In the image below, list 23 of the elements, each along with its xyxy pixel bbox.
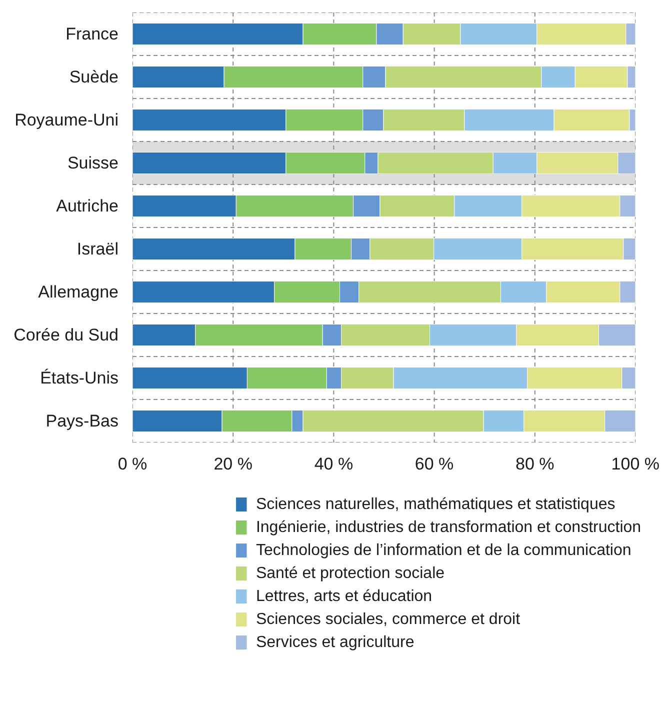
y-tick-label: États-Unis <box>40 368 119 388</box>
legend-label: Technologies de l’information et de la communication <box>256 542 632 559</box>
y-tick-label: Suède <box>69 68 119 86</box>
y-tick-label: Corée du Sud <box>14 326 118 344</box>
x-tick-label: 40 % <box>314 454 354 474</box>
legend-label: Sciences naturelles, mathématiques et statistiques <box>256 496 616 513</box>
x-tick-label: 60 % <box>414 454 454 474</box>
x-tick-label: 20 % <box>214 454 252 474</box>
y-tick-label: Pays-Bas <box>46 412 118 430</box>
legend-label: Santé et protection sociale <box>256 565 445 582</box>
legend-label: Ingénierie, industries de transformation et construction <box>256 519 642 536</box>
y-tick-label: Royaume-Uni <box>14 110 119 130</box>
legend-label: Lettres, arts et éducation <box>256 588 432 605</box>
y-tick-label: Israël <box>76 240 119 258</box>
x-tick-label: 0 % <box>118 454 148 474</box>
x-tick-label: 80 % <box>516 454 554 474</box>
y-tick-label: Allemagne <box>38 282 118 302</box>
y-tick-label: France <box>66 24 119 44</box>
y-tick-label: Suisse <box>67 154 119 172</box>
legend-label: Services et agriculture <box>256 634 414 651</box>
x-tick-label: 100 % <box>611 454 660 474</box>
legend-label: Sciences sociales, commerce et droit <box>256 611 521 628</box>
y-tick-label: Autriche <box>56 196 119 216</box>
